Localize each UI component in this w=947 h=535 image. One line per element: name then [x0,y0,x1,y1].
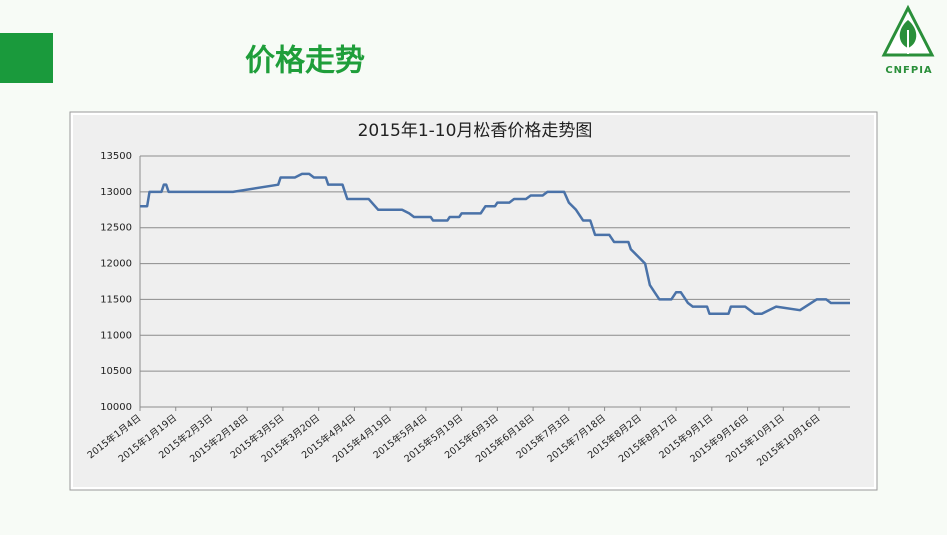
y-tick-label: 10000 [100,402,132,413]
y-tick-label: 10500 [100,366,132,377]
y-tick-label: 13500 [100,151,132,162]
slide-title: 价格走势 [245,44,365,79]
y-tick-label: 12000 [100,259,132,270]
y-tick-label: 12500 [100,223,132,234]
accent-block [0,33,53,83]
y-tick-label: 11500 [100,294,132,305]
line-series [140,172,850,316]
y-tick-label: 13000 [100,187,132,198]
chart-background [73,115,874,487]
y-tick-label: 11000 [100,330,132,341]
logo-text: CNFPIA [885,65,932,76]
chart-title: 2015年1-10月松香价格走势图 [358,121,593,141]
logo [881,4,935,57]
